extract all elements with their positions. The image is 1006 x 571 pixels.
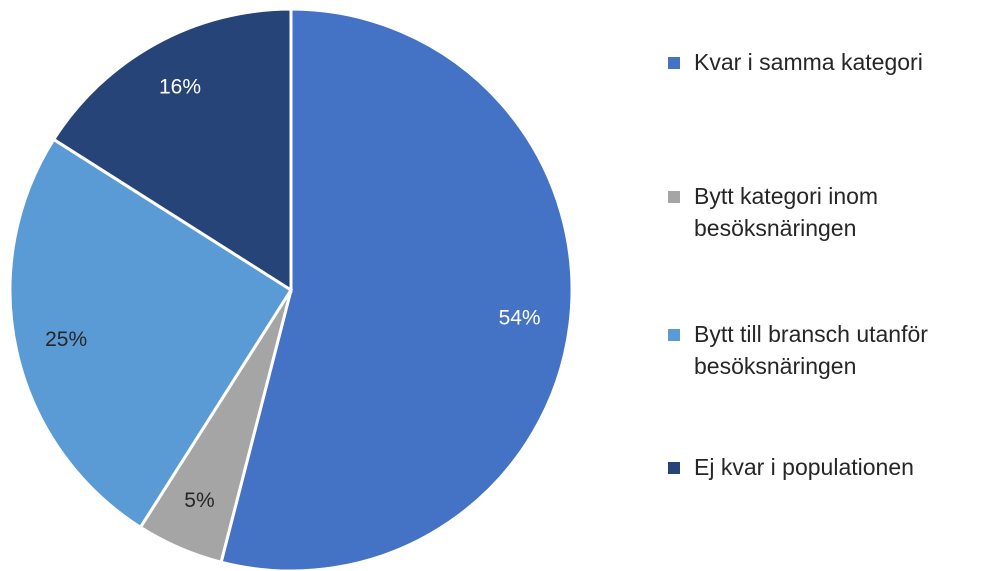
legend-label: Bytt kategori inom besöksnäringen xyxy=(694,183,879,241)
data-label: 54% xyxy=(499,306,541,329)
legend-label: Bytt till bransch utanför besöksnäringen xyxy=(694,321,928,379)
legend-label: Kvar i samma kategori xyxy=(694,49,923,75)
legend-swatch xyxy=(668,329,680,341)
legend-entry: Kvar i samma kategori xyxy=(668,46,999,78)
legend-swatch xyxy=(668,191,680,203)
pie-slice xyxy=(8,137,294,530)
legend-entry: Bytt kategori inom besöksnäringen xyxy=(668,180,999,244)
data-label: 25% xyxy=(45,328,87,351)
legend-entry: Bytt till bransch utanför besöksnäringen xyxy=(668,318,999,382)
legend-swatch xyxy=(668,57,680,69)
data-label: 5% xyxy=(184,489,214,512)
legend-swatch xyxy=(668,462,680,474)
legend-label: Ej kvar i populationen xyxy=(694,454,914,480)
data-label: 16% xyxy=(159,76,201,99)
pie-slice xyxy=(219,7,574,571)
pie-slice xyxy=(51,7,293,293)
chart: 54% 5% 25% 16% xyxy=(8,7,574,571)
legend-entry: Ej kvar i populationen xyxy=(668,451,999,483)
